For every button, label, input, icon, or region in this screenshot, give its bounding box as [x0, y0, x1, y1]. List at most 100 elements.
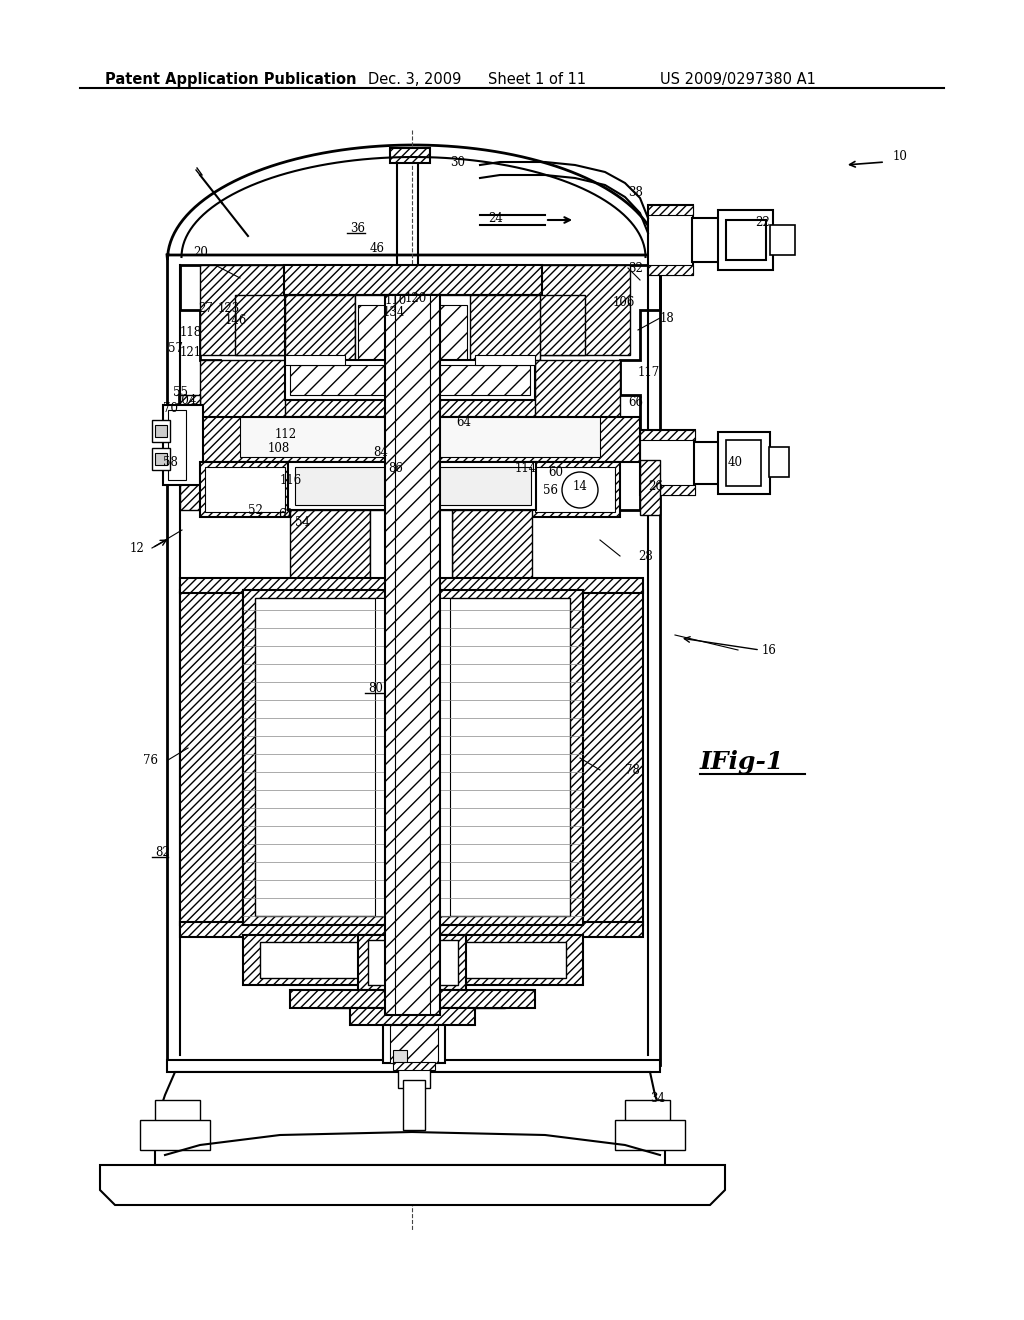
Text: 36: 36 [350, 222, 365, 235]
Polygon shape [615, 1119, 685, 1150]
Text: IFig-1: IFig-1 [700, 750, 784, 774]
Bar [200, 265, 285, 355]
Text: 134: 134 [383, 306, 406, 319]
Text: 34: 34 [650, 1092, 665, 1105]
Text: 110: 110 [385, 293, 408, 306]
Bar [726, 440, 761, 486]
Bar [200, 417, 640, 462]
Text: 22: 22 [755, 215, 770, 228]
Bar [290, 510, 370, 585]
Text: 57: 57 [168, 342, 183, 355]
Bar [180, 590, 243, 925]
Text: 66: 66 [628, 396, 643, 408]
Bar [284, 265, 542, 294]
Bar [770, 224, 795, 255]
Text: 118: 118 [180, 326, 202, 339]
Bar [640, 484, 695, 495]
Text: 30: 30 [450, 156, 465, 169]
Polygon shape [350, 1008, 475, 1026]
Bar [358, 305, 408, 385]
Text: 146: 146 [225, 314, 248, 326]
Bar [152, 447, 170, 470]
Text: Dec. 3, 2009: Dec. 3, 2009 [368, 73, 462, 87]
Bar [260, 942, 566, 978]
Bar [452, 510, 532, 585]
Polygon shape [625, 1100, 670, 1125]
Bar [240, 395, 580, 417]
Bar [375, 598, 450, 916]
Text: 28: 28 [638, 549, 652, 562]
Text: 40: 40 [728, 455, 743, 469]
Text: 58: 58 [163, 455, 178, 469]
Bar [167, 1060, 660, 1072]
Bar [580, 590, 643, 925]
Bar [285, 294, 540, 395]
Polygon shape [167, 145, 660, 260]
Bar [288, 462, 536, 510]
Text: 14: 14 [573, 479, 588, 492]
Text: 26: 26 [648, 479, 663, 492]
Text: 121: 121 [180, 346, 202, 359]
Text: 80: 80 [368, 681, 383, 694]
Bar [640, 430, 695, 495]
Bar [168, 411, 186, 480]
Bar [285, 294, 355, 395]
Text: 116: 116 [280, 474, 302, 487]
Bar [163, 405, 203, 484]
Bar [648, 205, 693, 275]
Bar [535, 467, 615, 512]
Bar [390, 1026, 438, 1063]
Text: 10: 10 [893, 150, 908, 164]
Bar [540, 265, 630, 355]
Text: 76: 76 [143, 754, 158, 767]
Bar [234, 294, 300, 355]
Bar [240, 417, 600, 457]
Text: 114: 114 [515, 462, 538, 474]
Bar [403, 1080, 425, 1130]
Bar [692, 218, 720, 261]
Text: 123: 123 [218, 301, 241, 314]
Text: 32: 32 [628, 261, 643, 275]
Bar [200, 360, 285, 459]
Bar [390, 148, 430, 162]
Bar [726, 220, 766, 260]
Bar [155, 453, 167, 465]
Polygon shape [319, 990, 365, 1008]
Text: 70: 70 [163, 401, 178, 414]
Text: 112: 112 [275, 429, 297, 441]
Bar [648, 265, 693, 275]
Text: 46: 46 [370, 242, 385, 255]
Text: 82: 82 [155, 846, 170, 858]
Bar [285, 360, 535, 400]
Text: 60: 60 [548, 466, 563, 479]
Text: 106: 106 [613, 297, 635, 309]
Bar [398, 1063, 430, 1088]
Text: 78: 78 [625, 763, 640, 776]
Bar [535, 360, 620, 459]
Bar [355, 294, 470, 395]
Bar [530, 462, 620, 517]
Bar [694, 442, 719, 484]
Text: 62: 62 [278, 508, 293, 521]
Polygon shape [100, 1166, 725, 1205]
Bar [393, 1049, 407, 1064]
Bar [358, 935, 466, 990]
Bar [290, 366, 530, 395]
Text: US 2009/0297380 A1: US 2009/0297380 A1 [660, 73, 816, 87]
Text: 84: 84 [373, 446, 388, 458]
Bar [640, 430, 695, 440]
Text: 52: 52 [248, 503, 263, 516]
Bar [255, 598, 570, 916]
Bar [285, 355, 345, 366]
Bar [415, 305, 467, 385]
Text: 55: 55 [173, 385, 188, 399]
Bar [520, 294, 585, 355]
Text: 12: 12 [130, 541, 144, 554]
Bar [718, 210, 773, 271]
Bar [155, 425, 167, 437]
Text: 27: 27 [198, 301, 213, 314]
Bar [385, 294, 440, 1015]
Bar [393, 1063, 435, 1071]
Text: 86: 86 [388, 462, 402, 474]
Text: 24: 24 [488, 211, 503, 224]
